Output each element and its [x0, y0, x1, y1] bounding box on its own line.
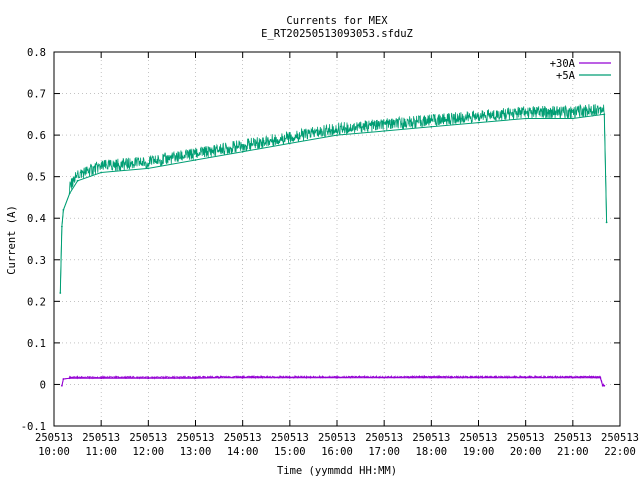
data-point — [218, 376, 221, 379]
legend-label-5a: +5A — [556, 70, 576, 82]
y-tick-label: 0.2 — [27, 296, 46, 308]
data-point — [68, 377, 71, 380]
data-point — [336, 376, 338, 379]
legend: +30A +5A — [550, 58, 611, 82]
x-tick-date: 250513 — [271, 432, 309, 444]
x-tick-date: 250513 — [554, 432, 592, 444]
data-point — [571, 117, 574, 120]
data-point — [430, 376, 433, 379]
y-axis-label: Current (A) — [6, 205, 18, 275]
x-axis-label: Time (yymmdd HH:MM) — [277, 465, 397, 477]
x-tick-time: 16:00 — [321, 446, 353, 458]
x-tick-date: 250513 — [35, 432, 73, 444]
x-tick-date: 250513 — [412, 432, 450, 444]
y-tick-label: 0.1 — [27, 338, 46, 350]
data-point — [241, 376, 244, 379]
data-point — [383, 130, 386, 132]
data-point — [194, 159, 197, 161]
x-tick-time: 15:00 — [274, 446, 306, 458]
x-tick-date: 250513 — [460, 432, 498, 444]
x-tick-date: 250513 — [318, 432, 356, 444]
x-tick-labels: 250513 10:00 250513 11:00 250513 12:00 250513 1… — [35, 432, 639, 458]
x-tick-date: 250513 — [177, 432, 215, 444]
x-tick-time: 10:00 — [38, 446, 70, 458]
y-tick-label: -0.1 — [21, 421, 46, 433]
x-tick-time: 17:00 — [368, 446, 400, 458]
data-point — [62, 209, 65, 211]
tick-marks — [53, 51, 621, 427]
data-point — [241, 150, 244, 153]
x-tick-date: 250513 — [365, 432, 403, 444]
x-tick-time: 21:00 — [557, 446, 589, 458]
series-trace-0 — [61, 374, 605, 387]
data-point — [288, 376, 291, 379]
data-point — [603, 384, 606, 387]
series-trace-1 — [59, 103, 607, 294]
data-point — [524, 376, 527, 379]
x-tick-time: 14:00 — [227, 446, 259, 458]
x-tick-date: 250513 — [507, 432, 545, 444]
data-point — [147, 377, 150, 380]
data-point — [524, 117, 527, 120]
data-point — [571, 376, 574, 379]
y-tick-labels: -0.1 0 0.1 0.2 0.3 0.4 0.5 0.6 0.7 0.8 — [21, 47, 46, 433]
x-tick-time: 11:00 — [85, 446, 117, 458]
y-tick-label: 0.4 — [27, 213, 46, 225]
legend-label-30a: +30A — [550, 58, 576, 70]
data-point — [601, 384, 604, 387]
data-point — [61, 384, 63, 387]
chart-subtitle: E_RT20250513093053.sfduZ — [261, 28, 413, 40]
data-point — [477, 121, 480, 124]
data-point — [383, 376, 386, 379]
data-point — [288, 142, 291, 145]
data-point — [61, 225, 63, 228]
data-point — [76, 179, 79, 182]
data-point — [68, 192, 71, 195]
x-tick-time: 19:00 — [463, 446, 495, 458]
y-tick-label: 0.6 — [27, 130, 46, 142]
data-point — [430, 125, 433, 128]
data-point — [603, 113, 606, 116]
x-tick-date: 250513 — [82, 432, 120, 444]
x-tick-date: 250513 — [129, 432, 167, 444]
data-point — [599, 376, 602, 379]
data-point — [100, 171, 103, 174]
data-point — [100, 377, 103, 380]
x-tick-date: 250513 — [601, 432, 639, 444]
data-point — [194, 377, 197, 380]
x-tick-time: 13:00 — [180, 446, 212, 458]
data-point — [605, 221, 608, 224]
data-point — [62, 378, 65, 380]
x-tick-time: 18:00 — [416, 446, 448, 458]
y-tick-label: 0.5 — [27, 172, 46, 184]
data-point — [147, 167, 150, 170]
y-tick-label: 0 — [40, 379, 46, 391]
chart-title: Currents for MEX — [286, 15, 388, 27]
series-layer — [59, 103, 608, 387]
y-tick-label: 0.7 — [27, 89, 46, 101]
data-point — [336, 134, 338, 137]
series-line-1 — [59, 113, 608, 294]
x-tick-time: 20:00 — [510, 446, 542, 458]
series-line-0 — [61, 377, 605, 387]
y-tick-label: 0.8 — [27, 47, 46, 59]
data-point — [477, 376, 480, 379]
x-tick-time: 12:00 — [133, 446, 165, 458]
y-tick-label: 0.3 — [27, 255, 46, 267]
x-tick-time: 22:00 — [604, 446, 636, 458]
data-point — [59, 292, 62, 294]
x-tick-date: 250513 — [224, 432, 262, 444]
